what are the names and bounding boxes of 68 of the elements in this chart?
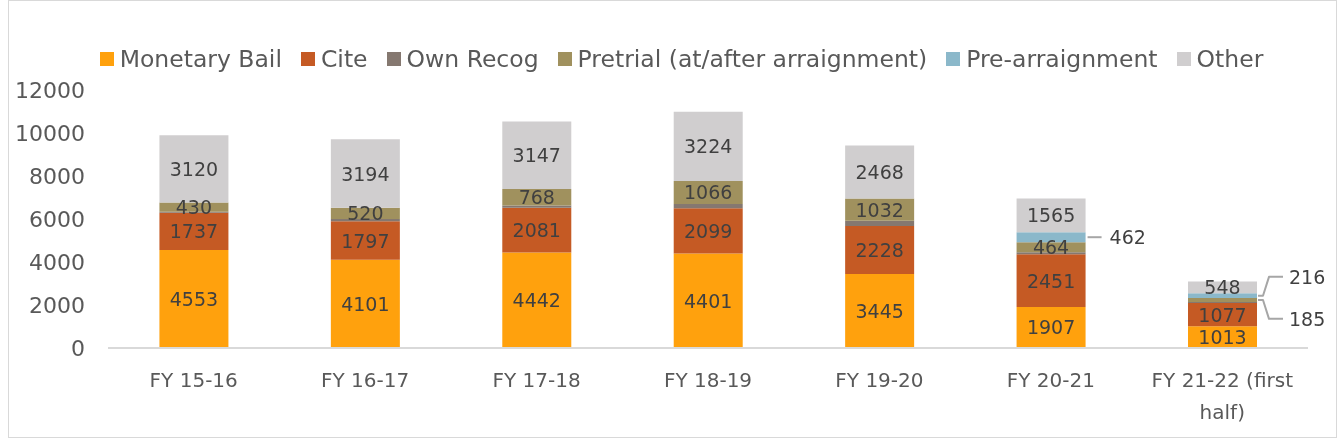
data-label: 1737 xyxy=(169,220,219,243)
x-tick-label: FY 20-21 xyxy=(1006,368,1095,392)
bar xyxy=(1016,254,1086,307)
y-tick-label: 6000 xyxy=(29,206,85,232)
data-label: 1013 xyxy=(1198,326,1247,349)
bar xyxy=(330,139,400,208)
x-tick-label: FY 21-22 (first half) xyxy=(1151,368,1294,424)
legend-label: Own Recog xyxy=(406,45,539,73)
data-label: 4401 xyxy=(684,289,733,312)
data-label: 768 xyxy=(518,186,555,209)
bar xyxy=(330,259,400,348)
bar xyxy=(1188,298,1257,302)
data-label: 185 xyxy=(1289,307,1326,330)
bar xyxy=(673,203,743,209)
bar xyxy=(159,250,229,348)
legend-label: Monetary Bail xyxy=(119,45,282,73)
data-label: 430 xyxy=(175,196,213,219)
x-tick-label: FY 16-17 xyxy=(321,368,410,392)
data-label: 548 xyxy=(1204,276,1241,299)
legend-label: Pretrial (at/after arraignment) xyxy=(577,45,928,73)
bar xyxy=(845,145,915,199)
y-tick-label: 8000 xyxy=(29,163,85,189)
data-label: 1066 xyxy=(684,181,733,204)
data-label: 216 xyxy=(1289,265,1326,288)
data-label: 3147 xyxy=(512,144,561,167)
bar xyxy=(330,221,400,260)
data-label: 3120 xyxy=(169,157,219,180)
data-label: 4442 xyxy=(512,289,561,312)
data-label: 2451 xyxy=(1026,269,1076,292)
x-tick-label: FY 18-19 xyxy=(663,368,753,392)
bar xyxy=(845,220,915,227)
y-tick-label: 0 xyxy=(71,335,85,361)
data-label: 2228 xyxy=(855,238,904,261)
x-tick-label: FY 17-18 xyxy=(492,368,581,392)
data-label: 462 xyxy=(1109,226,1146,249)
bar xyxy=(502,252,572,348)
bar xyxy=(502,121,572,190)
x-tick-label: FY 15-16 xyxy=(149,368,238,392)
data-label: 1797 xyxy=(341,229,390,252)
bar xyxy=(845,226,915,274)
y-tick-label: 2000 xyxy=(29,292,85,318)
data-label: 1907 xyxy=(1026,316,1076,339)
bar xyxy=(673,111,743,182)
data-label: 3445 xyxy=(855,299,904,322)
data-label: 2081 xyxy=(512,219,561,242)
data-label: 4101 xyxy=(341,292,390,315)
y-tick-label: 10000 xyxy=(15,120,85,146)
bar xyxy=(502,205,572,208)
chart-frame: Monetary Bail Cite Own Recog Pretrial (at/after arraignment) Pre-arraignment Other FY 15-16 FY 16-17 FY 17-18 FY 18-19 FY 19-20 FY 20-21 FY 21-22 (first half) 0 2000 4000 6000 8000 10000 12000 4553 4101 4442 4401 3445 1907 1013 1737 1797 2081 2099 2228 2451 1077 430 520 768 1066 1032 464 185 462 216 3120 3194 3147 3224 2468 1565 548 xyxy=(8,0,1337,438)
legend-label: Cite xyxy=(320,45,368,73)
legend-label: Other xyxy=(1196,45,1264,73)
data-label: 464 xyxy=(1032,236,1070,259)
data-label: 4553 xyxy=(169,288,219,311)
bar xyxy=(1188,293,1257,299)
data-label: 2099 xyxy=(684,219,733,242)
data-label: 1032 xyxy=(855,198,904,221)
data-label: 1077 xyxy=(1198,303,1247,326)
data-label: 2468 xyxy=(855,160,904,183)
data-label: 520 xyxy=(347,202,384,225)
legend-label: Pre-arraignment xyxy=(966,45,1158,73)
bar xyxy=(845,273,915,348)
y-tick-label: 4000 xyxy=(29,249,85,275)
x-tick-label: FY 19-20 xyxy=(835,368,924,392)
data-label: 3224 xyxy=(684,135,733,158)
data-label: 3194 xyxy=(341,162,390,185)
data-label: 1565 xyxy=(1026,204,1076,227)
bar xyxy=(673,253,743,348)
y-tick-label: 12000 xyxy=(15,77,85,103)
